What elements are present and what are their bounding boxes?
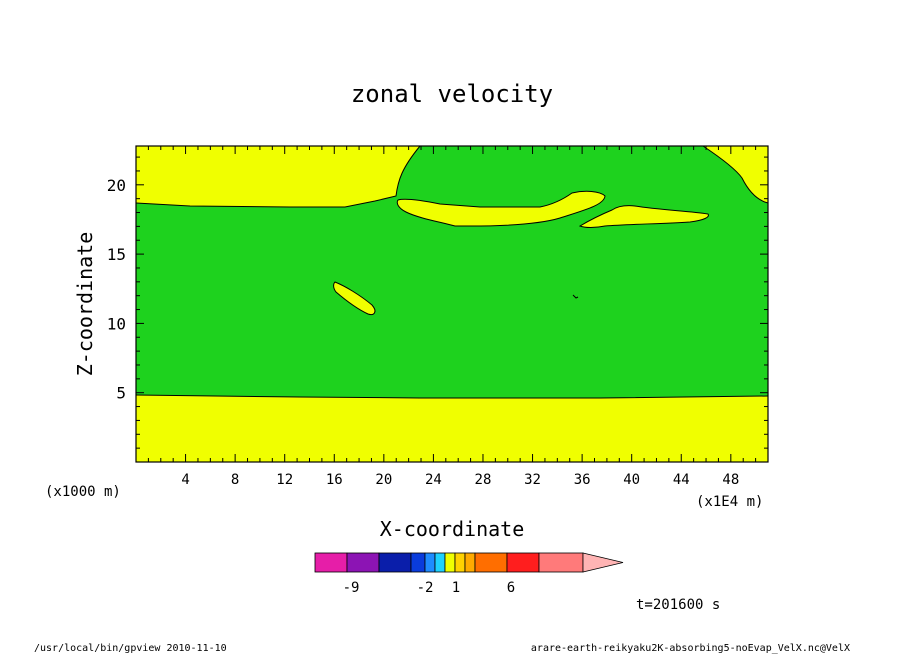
y-axis-label: Z-coordinate xyxy=(73,232,97,377)
y-scale-note: (x1000 m) xyxy=(45,484,121,500)
colorbar-segment xyxy=(474,552,508,573)
x-tick-label: 44 xyxy=(673,472,690,488)
y-tick-label: 15 xyxy=(107,245,126,264)
colorbar-tick-label: 1 xyxy=(452,580,460,596)
colorbar-segment xyxy=(424,552,436,573)
x-tick-label: 24 xyxy=(425,472,442,488)
colorbar-tick-label: -9 xyxy=(343,580,360,596)
contour-lines xyxy=(135,145,769,399)
footer-right: arare-earth-reikyaku2K-absorbing5-noEvap… xyxy=(531,643,850,654)
x-tick-label: 8 xyxy=(231,472,239,488)
colorbar-segment xyxy=(464,552,476,573)
colorbar-segment xyxy=(538,552,584,573)
y-tick-label: 5 xyxy=(116,384,126,403)
colorbar-segment xyxy=(378,552,412,573)
colorbar-arrow xyxy=(582,552,624,573)
colorbar-segment xyxy=(454,552,466,573)
colorbar xyxy=(314,552,624,573)
contour-island-2 xyxy=(580,205,709,228)
x-tick-label: 36 xyxy=(574,472,591,488)
colorbar-segment xyxy=(434,552,446,573)
colorbar-segment xyxy=(506,552,540,573)
x-tick-label: 32 xyxy=(524,472,541,488)
colorbar-tick-label: 6 xyxy=(507,580,515,596)
x-tick-label: 4 xyxy=(181,472,189,488)
contour-region-green xyxy=(136,146,768,398)
x-axis-ticks: 4 8 12 16 20 24 28 32 36 40 44 48 xyxy=(147,146,757,488)
y-tick-label: 20 xyxy=(107,176,126,195)
footer-left: /usr/local/bin/gpview 2010-11-10 xyxy=(34,643,227,654)
colorbar-segment xyxy=(410,552,426,573)
x-tick-label: 20 xyxy=(375,472,392,488)
contour-island-1 xyxy=(397,191,605,226)
x-tick-label: 12 xyxy=(276,472,293,488)
contour-island-3 xyxy=(333,282,375,315)
y-tick-label: 10 xyxy=(107,314,126,333)
x-tick-label: 48 xyxy=(722,472,739,488)
colorbar-segment xyxy=(346,552,380,573)
x-tick-label: 16 xyxy=(326,472,343,488)
x-tick-label: 28 xyxy=(475,472,492,488)
time-label: t=201600 s xyxy=(636,597,720,613)
chart-title: zonal velocity xyxy=(351,80,553,108)
colorbar-tick-labels: -9 -2 1 6 xyxy=(343,580,516,596)
x-tick-label: 40 xyxy=(623,472,640,488)
y-axis-ticks: 5 10 15 20 xyxy=(107,156,768,449)
colorbar-tick-label: -2 xyxy=(417,580,434,596)
plot-frame xyxy=(135,145,769,463)
x-scale-note: (x1E4 m) xyxy=(696,494,763,510)
colorbar-segment xyxy=(444,552,456,573)
colorbar-segment xyxy=(314,552,348,573)
x-axis-label: X-coordinate xyxy=(380,517,525,541)
